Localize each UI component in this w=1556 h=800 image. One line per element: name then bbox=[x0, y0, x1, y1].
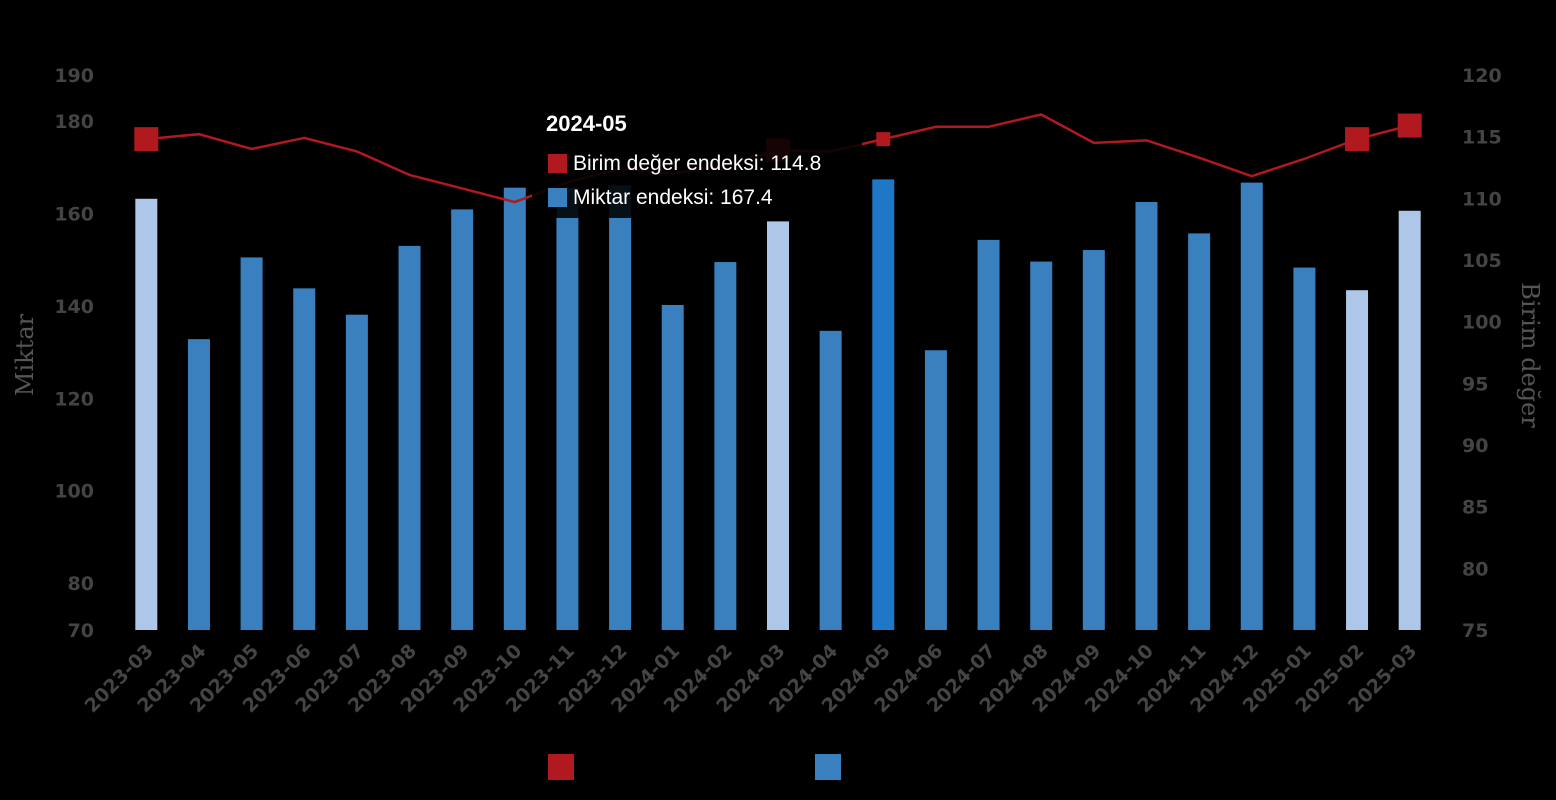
tooltip-row-unit-value: Birim değer endeksi: 114.8 bbox=[548, 152, 821, 176]
bar bbox=[240, 257, 263, 630]
bar bbox=[451, 209, 474, 630]
legend-swatch-unit-value bbox=[548, 754, 574, 780]
bar bbox=[1188, 233, 1211, 631]
bar bbox=[872, 179, 895, 630]
bar bbox=[1293, 267, 1316, 630]
bar bbox=[398, 245, 421, 630]
bar bbox=[503, 187, 526, 630]
left-tick-label: 160 bbox=[54, 204, 94, 226]
bar bbox=[767, 221, 789, 630]
right-tick-label: 95 bbox=[1462, 373, 1488, 395]
chart-tooltip: 2024-05 Birim değer endeksi: 114.8 Mikta… bbox=[532, 100, 862, 218]
x-axis: 2023-032023-042023-052023-062023-072023-… bbox=[81, 640, 1422, 717]
right-tick-label: 110 bbox=[1462, 188, 1502, 210]
right-tick-label: 120 bbox=[1462, 65, 1502, 87]
bar bbox=[187, 339, 210, 630]
tooltip-label-quantity: Miktar endeksi: 167.4 bbox=[573, 186, 773, 209]
tooltip-title: 2024-05 bbox=[546, 111, 627, 136]
bar bbox=[1240, 182, 1263, 630]
right-tick-label: 115 bbox=[1462, 127, 1502, 149]
left-tick-label: 120 bbox=[54, 388, 94, 410]
right-axis: 75 80 85 90 95 100 105 110 115 120 bbox=[1462, 65, 1502, 642]
bar bbox=[293, 288, 316, 630]
line-marker bbox=[1345, 127, 1370, 152]
left-axis: 70 80 100 120 140 160 180 190 bbox=[54, 65, 94, 642]
line-marker bbox=[1397, 113, 1422, 138]
bar bbox=[924, 350, 947, 630]
bar bbox=[135, 198, 158, 630]
bar bbox=[714, 262, 737, 630]
bar bbox=[1398, 210, 1421, 631]
right-tick-label: 80 bbox=[1462, 558, 1488, 580]
right-tick-label: 75 bbox=[1462, 620, 1488, 642]
bar bbox=[609, 185, 632, 630]
bar bbox=[977, 239, 1000, 631]
right-axis-title: Birim değer bbox=[1516, 282, 1544, 428]
tooltip-row-quantity: Miktar endeksi: 167.4 bbox=[548, 186, 773, 210]
left-tick-label: 190 bbox=[54, 65, 94, 87]
tooltip-swatch-quantity bbox=[548, 188, 567, 207]
bar-series bbox=[135, 179, 1421, 631]
bar bbox=[1082, 250, 1105, 630]
line-marker bbox=[134, 127, 159, 152]
left-tick-label: 80 bbox=[68, 573, 94, 595]
right-tick-label: 100 bbox=[1462, 312, 1502, 334]
right-tick-label: 90 bbox=[1462, 435, 1488, 457]
left-tick-label: 140 bbox=[54, 296, 94, 318]
left-tick-label: 70 bbox=[68, 620, 94, 642]
bar bbox=[661, 304, 684, 630]
bar bbox=[345, 314, 368, 630]
bar bbox=[1030, 261, 1053, 630]
right-tick-label: 105 bbox=[1462, 250, 1502, 272]
legend-swatch-quantity bbox=[815, 754, 841, 780]
bar bbox=[556, 187, 579, 630]
line-marker bbox=[876, 132, 891, 147]
bar bbox=[819, 330, 842, 630]
left-tick-label: 100 bbox=[54, 481, 94, 503]
bar bbox=[1135, 202, 1158, 630]
legend-item-quantity[interactable] bbox=[815, 754, 841, 782]
tooltip-label-unit-value: Birim değer endeksi: 114.8 bbox=[573, 152, 822, 175]
legend-item-unit-value[interactable] bbox=[548, 754, 574, 782]
left-tick-label: 180 bbox=[54, 111, 94, 133]
tooltip-swatch-unit-value bbox=[548, 154, 567, 173]
left-axis-title: Miktar bbox=[11, 313, 39, 396]
chart-legend bbox=[0, 754, 1556, 782]
bar bbox=[1346, 290, 1369, 630]
right-tick-label: 85 bbox=[1462, 497, 1488, 519]
